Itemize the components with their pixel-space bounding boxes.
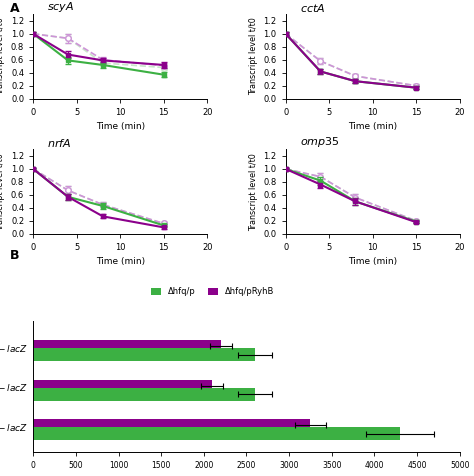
Bar [33,340,221,353]
Y-axis label: Transcript level t/t0: Transcript level t/t0 [0,153,5,230]
Y-axis label: Transcript level t/t0: Transcript level t/t0 [249,153,258,230]
Bar [33,419,310,432]
Bar [33,427,400,440]
Legend: Δhfq/p, Δhfq/pRyhB: Δhfq/p, Δhfq/pRyhB [147,284,277,299]
Bar [33,379,212,392]
Text: $\it{scyA}$: $\it{scyA}$ [47,0,74,14]
X-axis label: Time (min): Time (min) [96,258,145,267]
Bar [33,388,255,400]
Text: $\it{nrfA}$: $\it{nrfA}$ [47,137,72,149]
X-axis label: Time (min): Time (min) [96,122,145,131]
Bar [33,348,255,361]
X-axis label: Time (min): Time (min) [348,258,397,267]
Text: $\it{cctA}$: $\it{cctA}$ [300,1,325,13]
Y-axis label: Transcript level t/t0: Transcript level t/t0 [0,18,5,95]
Text: A: A [9,2,19,15]
Y-axis label: Transcript level t/t0: Transcript level t/t0 [249,18,258,95]
X-axis label: Time (min): Time (min) [348,122,397,131]
Text: $\it{omp35}$: $\it{omp35}$ [300,136,339,149]
Text: B: B [9,249,19,262]
